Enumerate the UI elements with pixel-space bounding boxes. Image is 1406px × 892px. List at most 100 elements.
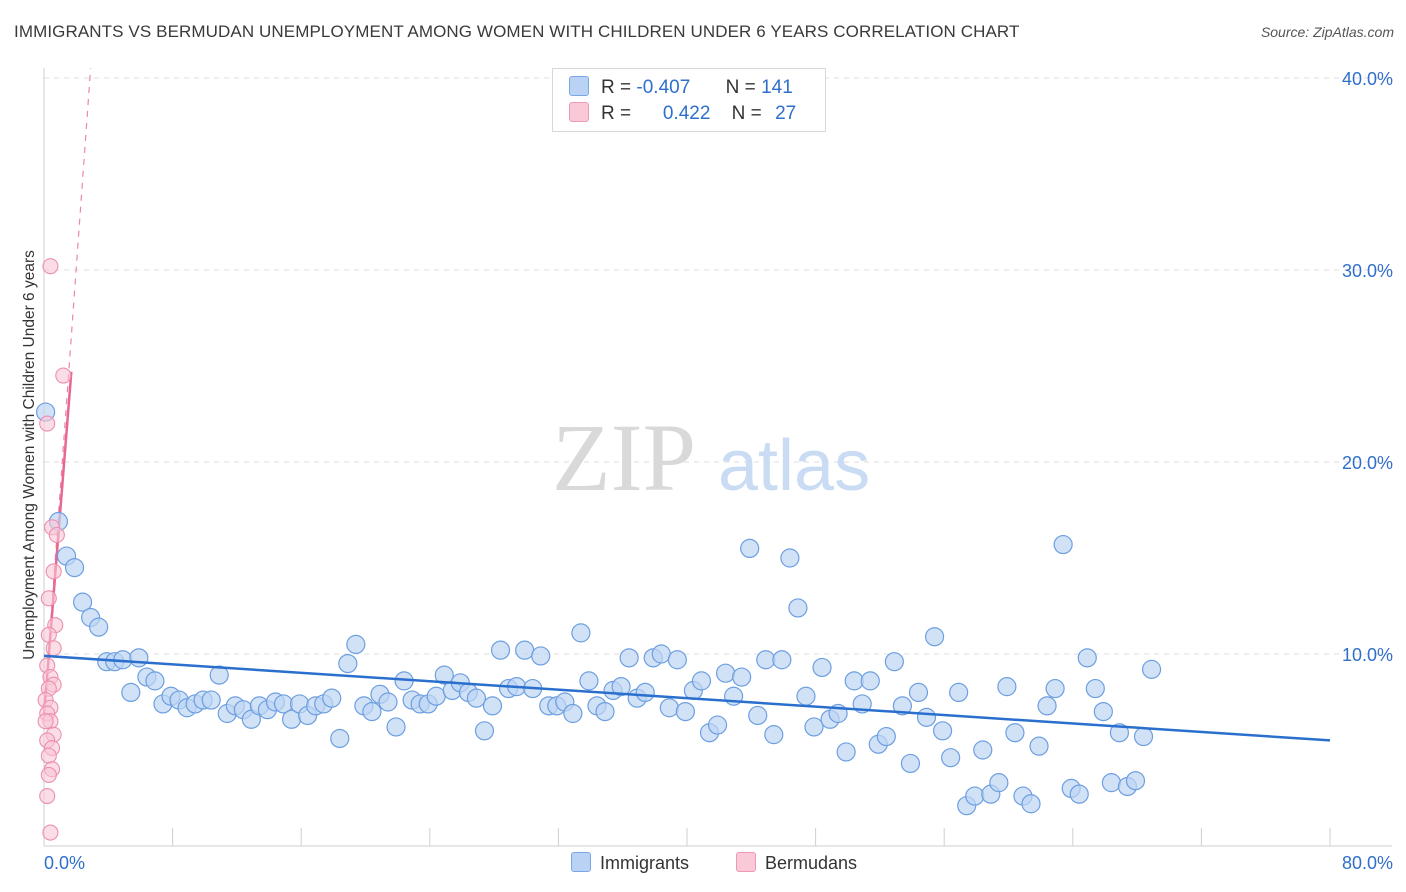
legend-row-bermudans: R = 0.422 N = 27 [569, 102, 796, 124]
immigrants-point [201, 690, 221, 710]
legend-row-immigrants: R = -0.407 N = 141 [569, 76, 793, 98]
immigrants-point [1021, 794, 1041, 814]
immigrants-point [715, 663, 736, 683]
bermudans-point [45, 563, 62, 580]
immigrants-point [796, 686, 816, 706]
bermudans-point [45, 640, 62, 657]
immigrants-point [844, 671, 864, 691]
source-label: Source: ZipAtlas.com [1260, 24, 1394, 40]
immigrants-point [72, 592, 93, 612]
immigrants-point [466, 688, 487, 708]
series-legend: Immigrants Bermudans [0, 852, 1406, 876]
legend-n-label: N = [725, 77, 756, 98]
immigrants-point [756, 650, 776, 670]
immigrants-point [876, 726, 896, 747]
y-tick-label: 20.0% [1342, 453, 1393, 473]
immigrants-point [64, 557, 85, 578]
legend-item-immigrants: Immigrants [571, 852, 689, 874]
immigrants-point [932, 721, 953, 741]
immigrants-point [924, 627, 945, 647]
immigrants-point [892, 696, 913, 716]
immigrants-point [908, 682, 929, 703]
legend-n-label: N = [731, 103, 762, 124]
immigrants-point [780, 548, 800, 568]
legend-n-value-bermudans: 27 [775, 103, 797, 124]
watermark-atlas: atlas [718, 426, 870, 506]
immigrants-point [1085, 678, 1105, 699]
immigrants-point [651, 644, 671, 664]
bermudans-point [40, 590, 57, 607]
immigrants-point [362, 701, 382, 722]
immigrants-point [884, 652, 904, 672]
immigrants-point [619, 648, 639, 668]
immigrants-point [1029, 736, 1049, 756]
bermudans-point [39, 788, 56, 805]
immigrants-point [1093, 701, 1113, 722]
bermudans-point [42, 258, 59, 275]
immigrants-point [667, 650, 687, 670]
immigrants-point [490, 640, 511, 660]
bermudans-swatch [736, 852, 756, 872]
bermudans-point [40, 626, 57, 643]
immigrants-point [635, 682, 655, 703]
immigrants-point [386, 717, 406, 737]
legend-r-label: R = [601, 103, 632, 124]
immigrants-point [129, 648, 149, 668]
immigrants-point [788, 598, 808, 618]
chart-title: IMMIGRANTS VS BERMUDAN UNEMPLOYMENT AMON… [14, 22, 1020, 41]
immigrants-point [1077, 648, 1097, 668]
immigrants-point [145, 671, 165, 691]
immigrants-point [764, 725, 784, 745]
immigrants-point [989, 773, 1009, 793]
immigrants-point [772, 650, 792, 670]
immigrants-point [973, 740, 993, 760]
immigrants-point [571, 623, 591, 643]
immigrants-point [1101, 773, 1121, 793]
y-tick-label: 10.0% [1342, 645, 1393, 665]
y-tick-label: 40.0% [1342, 69, 1393, 89]
bermudans-point [40, 766, 57, 784]
immigrants-point [836, 742, 856, 762]
immigrants-point [860, 671, 880, 691]
immigrants-point [474, 721, 495, 741]
x-tick-labels: 0.0% 80.0% [44, 853, 1393, 873]
immigrants-point [707, 715, 728, 735]
immigrants-point [1053, 534, 1073, 555]
immigrants-point [482, 696, 503, 716]
immigrants-point [732, 667, 752, 687]
bermudans-points [37, 258, 72, 841]
x-tick-label-min: 0.0% [44, 853, 85, 873]
legend-label-immigrants: Immigrants [600, 853, 690, 873]
bermudans-point [42, 824, 59, 841]
y-tick-labels: 10.0% 20.0% 30.0% 40.0% [1342, 69, 1393, 665]
immigrants-point [900, 753, 921, 774]
immigrants-point [322, 688, 342, 708]
immigrants-point [330, 728, 350, 749]
immigrants-point [378, 692, 398, 712]
immigrants-point [89, 617, 109, 637]
immigrants-point [579, 671, 599, 691]
immigrants-point [346, 634, 366, 655]
legend-r-label: R = [601, 77, 632, 98]
immigrants-swatch [569, 76, 589, 96]
bermudans-point [48, 526, 65, 544]
bermudans-point [40, 747, 57, 764]
immigrants-point [804, 717, 824, 737]
immigrants-point [209, 665, 229, 685]
bermudans-point [37, 713, 54, 730]
y-axis-label: Unemployment Among Women with Children U… [21, 250, 38, 660]
immigrants-point [1045, 678, 1065, 699]
immigrants-point [434, 665, 454, 685]
legend-r-value-immigrants: -0.407 [636, 77, 691, 98]
immigrants-point [338, 653, 358, 674]
immigrants-point [1109, 723, 1130, 743]
immigrants-point [1141, 659, 1162, 679]
immigrants-point [611, 677, 631, 697]
immigrants-point [426, 686, 446, 706]
immigrants-point [1069, 784, 1089, 804]
immigrants-point [740, 538, 760, 559]
immigrants-swatch [571, 852, 591, 872]
immigrants-point [121, 682, 141, 703]
bermudans-point [39, 415, 56, 432]
